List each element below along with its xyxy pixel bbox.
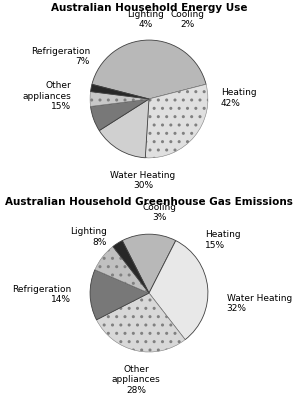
Text: Other
appliances
15%: Other appliances 15% — [22, 81, 71, 111]
Text: Lighting
8%: Lighting 8% — [70, 228, 107, 247]
Wedge shape — [95, 246, 149, 293]
Title: Australian Household Greenhouse Gas Emissions: Australian Household Greenhouse Gas Emis… — [5, 197, 293, 207]
Wedge shape — [96, 293, 185, 352]
Title: Australian Household Energy Use: Australian Household Energy Use — [51, 3, 247, 13]
Wedge shape — [113, 240, 149, 293]
Wedge shape — [90, 92, 149, 106]
Wedge shape — [91, 99, 149, 130]
Wedge shape — [91, 84, 149, 99]
Wedge shape — [145, 84, 208, 158]
Text: Heating
42%: Heating 42% — [221, 88, 257, 108]
Text: Water Heating
30%: Water Heating 30% — [110, 171, 176, 190]
Text: Refrigeration
14%: Refrigeration 14% — [12, 284, 71, 304]
Wedge shape — [92, 40, 206, 99]
Wedge shape — [90, 270, 149, 320]
Text: Cooling
2%: Cooling 2% — [170, 10, 204, 30]
Text: Other
appliances
28%: Other appliances 28% — [112, 365, 161, 395]
Text: Lighting
4%: Lighting 4% — [128, 10, 164, 30]
Text: Refrigeration
7%: Refrigeration 7% — [31, 47, 90, 66]
Text: Cooling
3%: Cooling 3% — [143, 203, 177, 222]
Wedge shape — [99, 99, 149, 158]
Wedge shape — [149, 240, 208, 340]
Text: Heating
15%: Heating 15% — [205, 230, 240, 250]
Wedge shape — [122, 234, 176, 293]
Text: Water Heating
32%: Water Heating 32% — [227, 294, 292, 313]
